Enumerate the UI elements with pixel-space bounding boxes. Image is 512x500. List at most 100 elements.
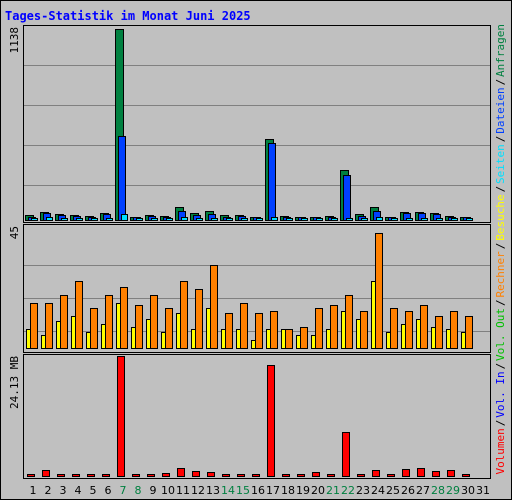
x-tick-label-day-22: 22 [341, 484, 355, 497]
hits-bar-seiten-day-6 [106, 218, 113, 221]
visits-bar-rechner-day-18 [285, 329, 293, 349]
legend-separator: / [494, 136, 507, 143]
visits-bar-rechner-day-14 [225, 313, 233, 349]
x-tick-label-day-2: 2 [45, 484, 52, 497]
legend-dateien: Dateien [494, 87, 507, 133]
visits-bar-rechner-day-29 [450, 311, 458, 349]
x-tick-label-day-29: 29 [446, 484, 460, 497]
visits-bar-rechner-day-1 [30, 303, 38, 349]
x-tick-label-day-28: 28 [431, 484, 445, 497]
legend-labels: Anfragen/Dateien/Seiten/Besuche/Rechner/… [494, 24, 507, 475]
visits-bar-rechner-day-28 [435, 316, 443, 349]
volume-bar-volumen-day-21 [327, 474, 335, 477]
volume-bar-volumen-day-7 [117, 356, 125, 477]
legend-separator: / [494, 420, 507, 427]
x-tick-label-day-25: 25 [386, 484, 400, 497]
hits-bar-seiten-day-18 [286, 218, 293, 221]
volume-bar-volumen-day-13 [207, 472, 215, 477]
x-tick-label-day-7: 7 [120, 484, 127, 497]
x-tick-label-day-8: 8 [135, 484, 142, 497]
x-tick-label-day-1: 1 [30, 484, 37, 497]
visits-bar-rechner-day-23 [360, 311, 368, 349]
hits-bar-seiten-day-9 [151, 218, 158, 221]
x-tick-label-day-24: 24 [371, 484, 385, 497]
hits-bar-seiten-day-8 [136, 218, 143, 221]
legend-separator: / [494, 186, 507, 193]
legend-volumen: Volumen [494, 428, 507, 474]
chart-bars [25, 29, 473, 477]
visits-bar-rechner-day-24 [375, 233, 383, 349]
visits-bar-rechner-day-3 [60, 295, 68, 349]
hits-bar-dateien-day-7 [118, 136, 126, 221]
x-tick-label-day-14: 14 [221, 484, 235, 497]
volume-bar-volumen-day-26 [402, 469, 410, 477]
chart-title: Tages-Statistik im Monat Juni 2025 [5, 9, 251, 23]
visits-bar-rechner-day-22 [345, 295, 353, 349]
hits-bar-seiten-day-16 [256, 218, 263, 221]
volume-bar-volumen-day-4 [72, 474, 80, 477]
volume-bar-volumen-day-5 [87, 474, 95, 477]
visits-bar-rechner-day-27 [420, 305, 428, 349]
legend-separator: / [494, 79, 507, 86]
legend-separator: / [494, 363, 507, 370]
x-tick-label-day-31: 31 [476, 484, 490, 497]
x-tick-label-day-19: 19 [296, 484, 310, 497]
visits-bar-rechner-day-30 [465, 316, 473, 349]
hits-bar-seiten-day-17 [271, 217, 278, 221]
x-tick-label-day-4: 4 [75, 484, 82, 497]
x-tick-label-day-9: 9 [150, 484, 157, 497]
volume-bar-volumen-day-8 [132, 474, 140, 477]
hits-bar-seiten-day-22 [346, 218, 353, 221]
volume-bar-volumen-day-10 [162, 473, 170, 477]
volume-bar-volumen-day-12 [192, 471, 200, 477]
visits-bar-rechner-day-21 [330, 305, 338, 349]
visits-bar-rechner-day-20 [315, 308, 323, 349]
x-tick-label-day-11: 11 [176, 484, 190, 497]
visits-bar-rechner-day-7 [120, 287, 128, 349]
x-tick-label-day-26: 26 [401, 484, 415, 497]
legend-anfragen: Anfragen [494, 24, 507, 77]
volume-bar-volumen-day-19 [297, 474, 305, 477]
hits-bar-seiten-day-4 [76, 218, 83, 221]
visits-bar-rechner-day-11 [180, 281, 188, 349]
y-axis-labels: 1138 45 24.13 MB [8, 27, 21, 409]
volume-bar-volumen-day-15 [237, 474, 245, 477]
hits-panel-frame [23, 25, 491, 223]
volume-bar-volumen-day-18 [282, 474, 290, 477]
visits-bar-rechner-day-15 [240, 303, 248, 349]
hits-bar-seiten-day-13 [211, 218, 218, 221]
volume-bar-volumen-day-14 [222, 474, 230, 477]
visits-bar-rechner-day-26 [405, 311, 413, 349]
volume-bar-volumen-day-17 [267, 365, 275, 477]
x-tick-label-day-18: 18 [281, 484, 295, 497]
hits-bar-dateien-day-17 [268, 143, 276, 221]
x-tick-label-day-21: 21 [326, 484, 340, 497]
volume-bar-volumen-day-20 [312, 472, 320, 477]
volume-bar-volumen-day-28 [432, 471, 440, 477]
visits-bar-rechner-day-6 [105, 295, 113, 349]
x-tick-label-day-17: 17 [266, 484, 280, 497]
volume-bar-volumen-day-24 [372, 470, 380, 477]
volume-bar-volumen-day-6 [102, 474, 110, 477]
hits-bar-seiten-day-5 [91, 218, 98, 221]
hits-bar-seiten-day-2 [46, 217, 53, 221]
volume-bar-volumen-day-23 [357, 474, 365, 477]
legend-seiten: Seiten [494, 144, 507, 184]
visits-bar-rechner-day-9 [150, 295, 158, 349]
x-tick-label-day-6: 6 [105, 484, 112, 497]
hits-bar-seiten-day-20 [316, 218, 323, 221]
hits-bar-seiten-day-25 [391, 218, 398, 221]
visits-bar-rechner-day-10 [165, 308, 173, 349]
volume-panel-frame [23, 354, 491, 479]
hits-bar-seiten-day-21 [331, 218, 338, 221]
hits-bar-seiten-day-27 [421, 218, 428, 221]
visits-bar-rechner-day-8 [135, 305, 143, 349]
x-tick-label-day-16: 16 [251, 484, 265, 497]
volume-bar-volumen-day-2 [42, 470, 50, 477]
volume-bar-volumen-day-9 [147, 474, 155, 477]
visits-bar-rechner-day-19 [300, 327, 308, 349]
hits-bar-seiten-day-19 [301, 218, 308, 221]
volume-bar-volumen-day-3 [57, 474, 65, 477]
